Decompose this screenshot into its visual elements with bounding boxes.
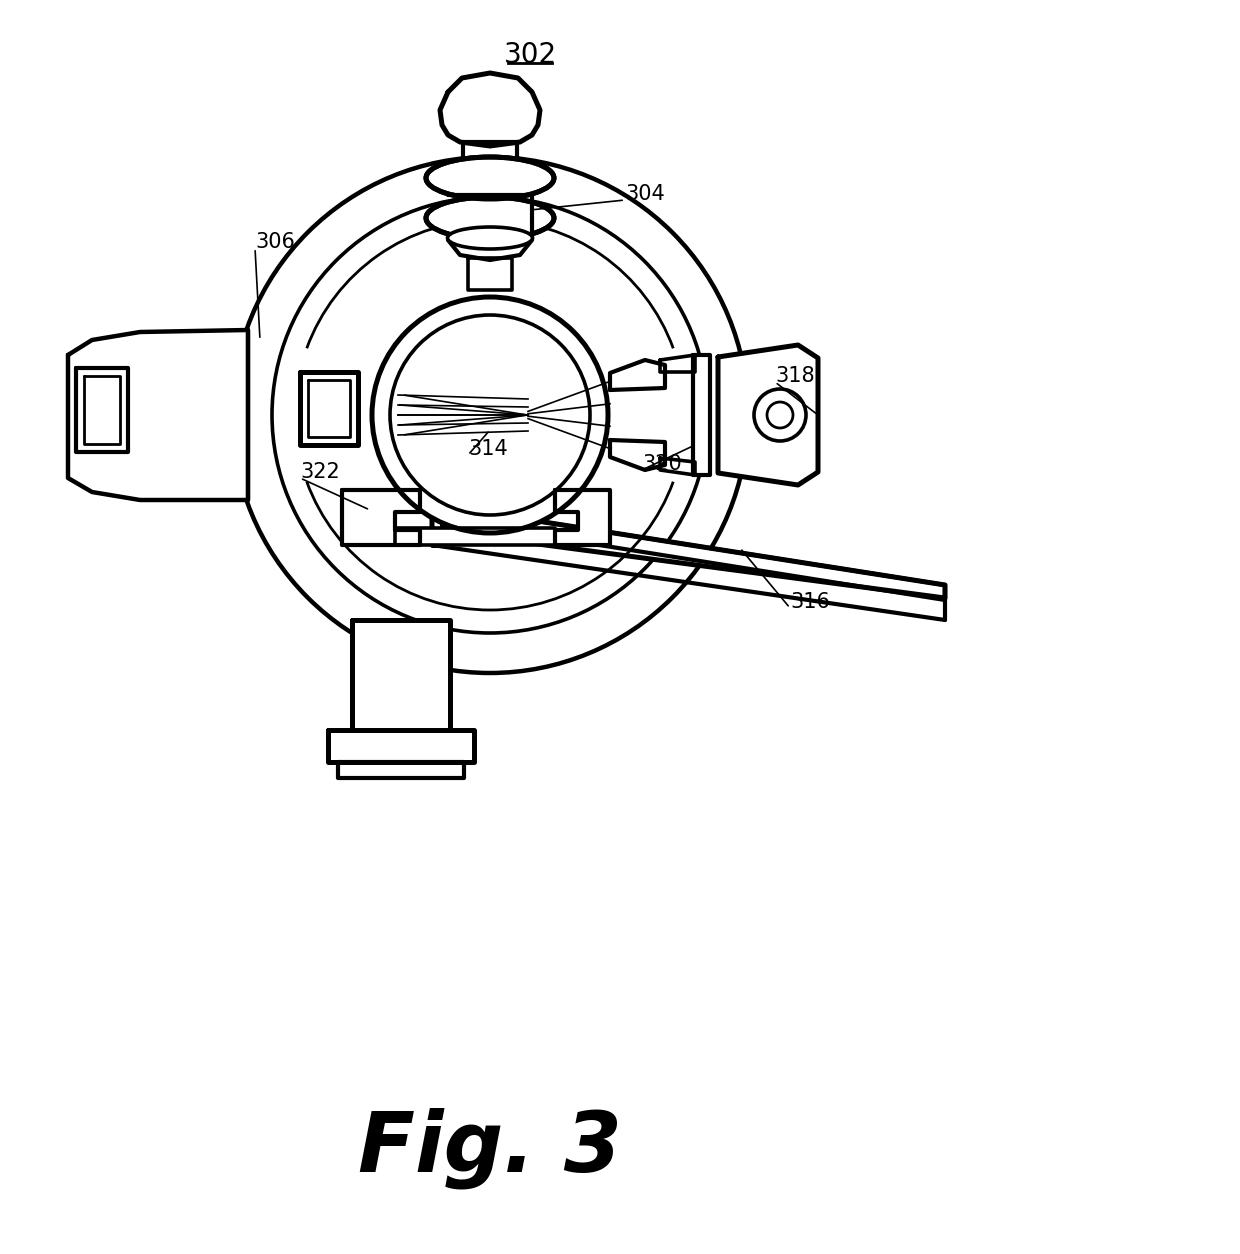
Polygon shape [718,345,818,485]
Polygon shape [440,73,539,145]
Polygon shape [610,360,665,390]
Circle shape [372,297,608,533]
Text: 304: 304 [625,184,665,204]
Polygon shape [352,619,450,730]
Text: 322: 322 [300,461,340,482]
Polygon shape [432,507,945,598]
Polygon shape [76,367,128,451]
Text: 320: 320 [642,454,682,474]
Polygon shape [370,510,441,545]
Ellipse shape [448,227,532,250]
Text: 316: 316 [790,592,830,612]
Polygon shape [68,330,248,500]
Text: 302: 302 [503,41,557,69]
Polygon shape [448,196,532,260]
Circle shape [754,389,806,441]
Text: Fig. 3: Fig. 3 [358,1107,622,1189]
Polygon shape [556,490,610,545]
Text: 306: 306 [255,232,295,252]
Ellipse shape [427,197,554,240]
Text: 318: 318 [775,366,815,386]
Text: 314: 314 [467,439,507,459]
Polygon shape [693,355,711,475]
Polygon shape [339,762,464,777]
Polygon shape [610,440,665,470]
Circle shape [272,197,708,633]
Polygon shape [660,458,694,475]
Circle shape [232,157,748,673]
Polygon shape [300,372,358,445]
Polygon shape [329,730,474,762]
Polygon shape [467,258,512,290]
Polygon shape [396,528,556,545]
Polygon shape [463,142,517,166]
Ellipse shape [427,157,554,199]
Polygon shape [660,355,694,372]
Polygon shape [441,507,945,599]
Polygon shape [342,490,420,545]
